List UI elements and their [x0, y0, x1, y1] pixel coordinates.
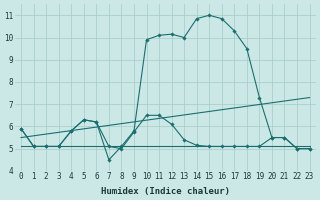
X-axis label: Humidex (Indice chaleur): Humidex (Indice chaleur): [101, 187, 230, 196]
